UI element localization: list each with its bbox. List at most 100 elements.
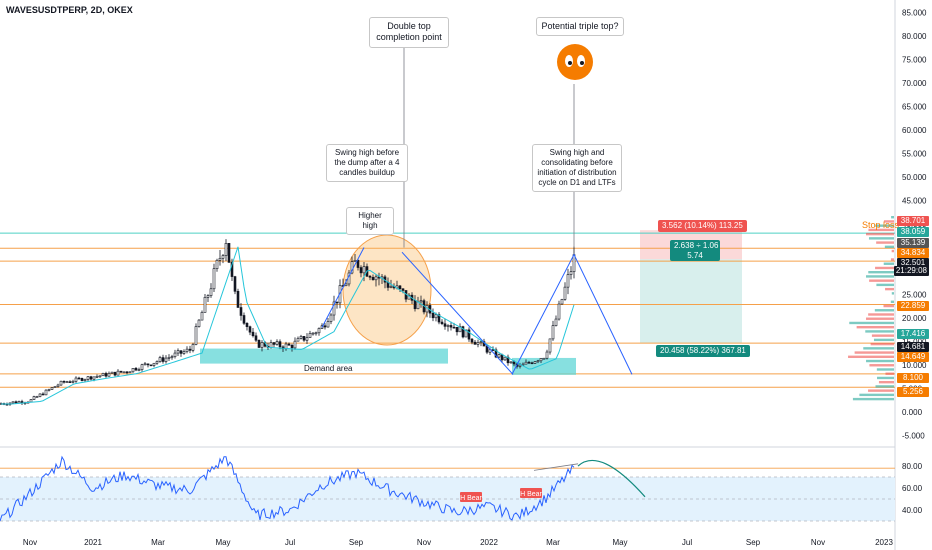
y-tick-label: 50.000 bbox=[902, 173, 927, 182]
candle-body bbox=[524, 361, 528, 365]
candle-body bbox=[446, 325, 450, 327]
demand-zone-2 bbox=[512, 357, 576, 375]
candle-body bbox=[131, 368, 135, 373]
candle-body bbox=[95, 375, 99, 378]
candle-body bbox=[302, 336, 306, 341]
candle-body bbox=[185, 348, 189, 352]
candle-body bbox=[146, 363, 150, 366]
candle-body bbox=[104, 373, 108, 377]
volume-profile-bar bbox=[875, 224, 894, 227]
candle-body bbox=[62, 380, 66, 383]
candle-body bbox=[350, 261, 354, 274]
candle-body bbox=[113, 371, 117, 376]
candle-body bbox=[299, 336, 303, 339]
candle-body bbox=[188, 348, 192, 351]
candle-body bbox=[260, 342, 264, 348]
volume-profile-bar bbox=[875, 266, 894, 270]
risk-label: 3.562 (10.14%) 113.25 bbox=[658, 220, 747, 232]
h-bear-label: H Bear bbox=[520, 491, 542, 498]
candle-body bbox=[200, 312, 204, 321]
volume-profile-bar bbox=[891, 292, 894, 295]
price-tag: 17.416 bbox=[897, 329, 929, 339]
candle-body bbox=[77, 377, 81, 380]
moving-average bbox=[1, 246, 575, 405]
volume-profile-bar bbox=[863, 347, 894, 350]
y-tick-label: 0.000 bbox=[902, 408, 923, 417]
candle-body bbox=[233, 276, 237, 292]
candle-body bbox=[50, 387, 54, 390]
volume-profile-bar bbox=[883, 220, 894, 223]
x-tick-label: May bbox=[215, 538, 230, 547]
x-tick-label: 2021 bbox=[84, 538, 102, 547]
candle-body bbox=[74, 377, 78, 382]
candle-body bbox=[566, 274, 570, 288]
volume-profile-bar bbox=[866, 317, 894, 320]
x-tick-label: Nov bbox=[417, 538, 431, 547]
candle-body bbox=[167, 357, 171, 359]
candle-body bbox=[191, 344, 195, 351]
candle-body bbox=[551, 325, 555, 340]
candle-body bbox=[353, 260, 357, 262]
candle-body bbox=[134, 368, 138, 371]
candle-body bbox=[140, 364, 144, 370]
price-tag: 8.100 bbox=[897, 373, 929, 383]
y-tick-label: 25.000 bbox=[902, 291, 927, 300]
candle-body bbox=[344, 283, 348, 287]
volume-profile-bar bbox=[883, 262, 894, 265]
candle-body bbox=[38, 393, 42, 397]
candle-body bbox=[98, 375, 102, 378]
candle-body bbox=[41, 393, 45, 396]
candle-body bbox=[176, 350, 180, 354]
candle-body bbox=[296, 338, 300, 342]
candle-body bbox=[203, 297, 207, 313]
volume-profile-bar bbox=[875, 385, 894, 388]
candle-body bbox=[29, 399, 33, 403]
y-tick-label: 55.000 bbox=[902, 150, 927, 159]
candle-body bbox=[293, 340, 297, 349]
candle-body bbox=[44, 389, 48, 396]
x-tick-label: 2022 bbox=[480, 538, 498, 547]
volume-profile-bar bbox=[874, 309, 894, 312]
candle-body bbox=[245, 323, 249, 327]
candle-body bbox=[467, 329, 471, 340]
candle-body bbox=[290, 344, 294, 349]
candle-body bbox=[53, 386, 57, 388]
candle-body bbox=[86, 376, 90, 380]
candle-body bbox=[173, 352, 177, 357]
candle-body bbox=[437, 314, 441, 323]
candle-body bbox=[503, 356, 507, 361]
candle-body bbox=[122, 371, 126, 374]
y-tick-label: 45.000 bbox=[902, 197, 927, 206]
volume-profile-bar bbox=[870, 342, 894, 346]
y-tick-label: 85.000 bbox=[902, 9, 927, 18]
volume-profile-bar bbox=[866, 275, 894, 278]
price-tag: 34.834 bbox=[897, 248, 929, 258]
rsi-line bbox=[0, 455, 575, 522]
price-tag: 14.681 bbox=[897, 342, 929, 352]
candle-body bbox=[251, 331, 255, 337]
candle-body bbox=[218, 257, 222, 261]
candle-body bbox=[272, 342, 276, 345]
pupil-right-icon bbox=[580, 61, 584, 65]
candle-body bbox=[449, 325, 453, 328]
y-tick-label: 60.000 bbox=[902, 126, 927, 135]
candle-body bbox=[239, 307, 243, 316]
volume-profile-bar bbox=[856, 325, 894, 329]
candle-body bbox=[464, 329, 468, 338]
candle-body bbox=[440, 321, 444, 325]
candle-body bbox=[557, 303, 561, 320]
candle-body bbox=[179, 350, 183, 354]
volume-profile-bar bbox=[849, 321, 894, 325]
x-tick-label: 2023 bbox=[875, 538, 893, 547]
candle-body bbox=[194, 326, 198, 345]
x-tick-label: Mar bbox=[151, 538, 165, 547]
candle-body bbox=[461, 326, 465, 338]
candle-body bbox=[413, 300, 417, 310]
swing-high-dump-annotation: Swing high before the dump after a 4 can… bbox=[326, 144, 408, 182]
candle-body bbox=[101, 373, 105, 377]
candle-body bbox=[242, 315, 246, 324]
eye-left-icon bbox=[565, 55, 573, 67]
candle-body bbox=[71, 380, 75, 383]
volume-profile-bar bbox=[859, 393, 894, 397]
candle-body bbox=[197, 319, 201, 327]
